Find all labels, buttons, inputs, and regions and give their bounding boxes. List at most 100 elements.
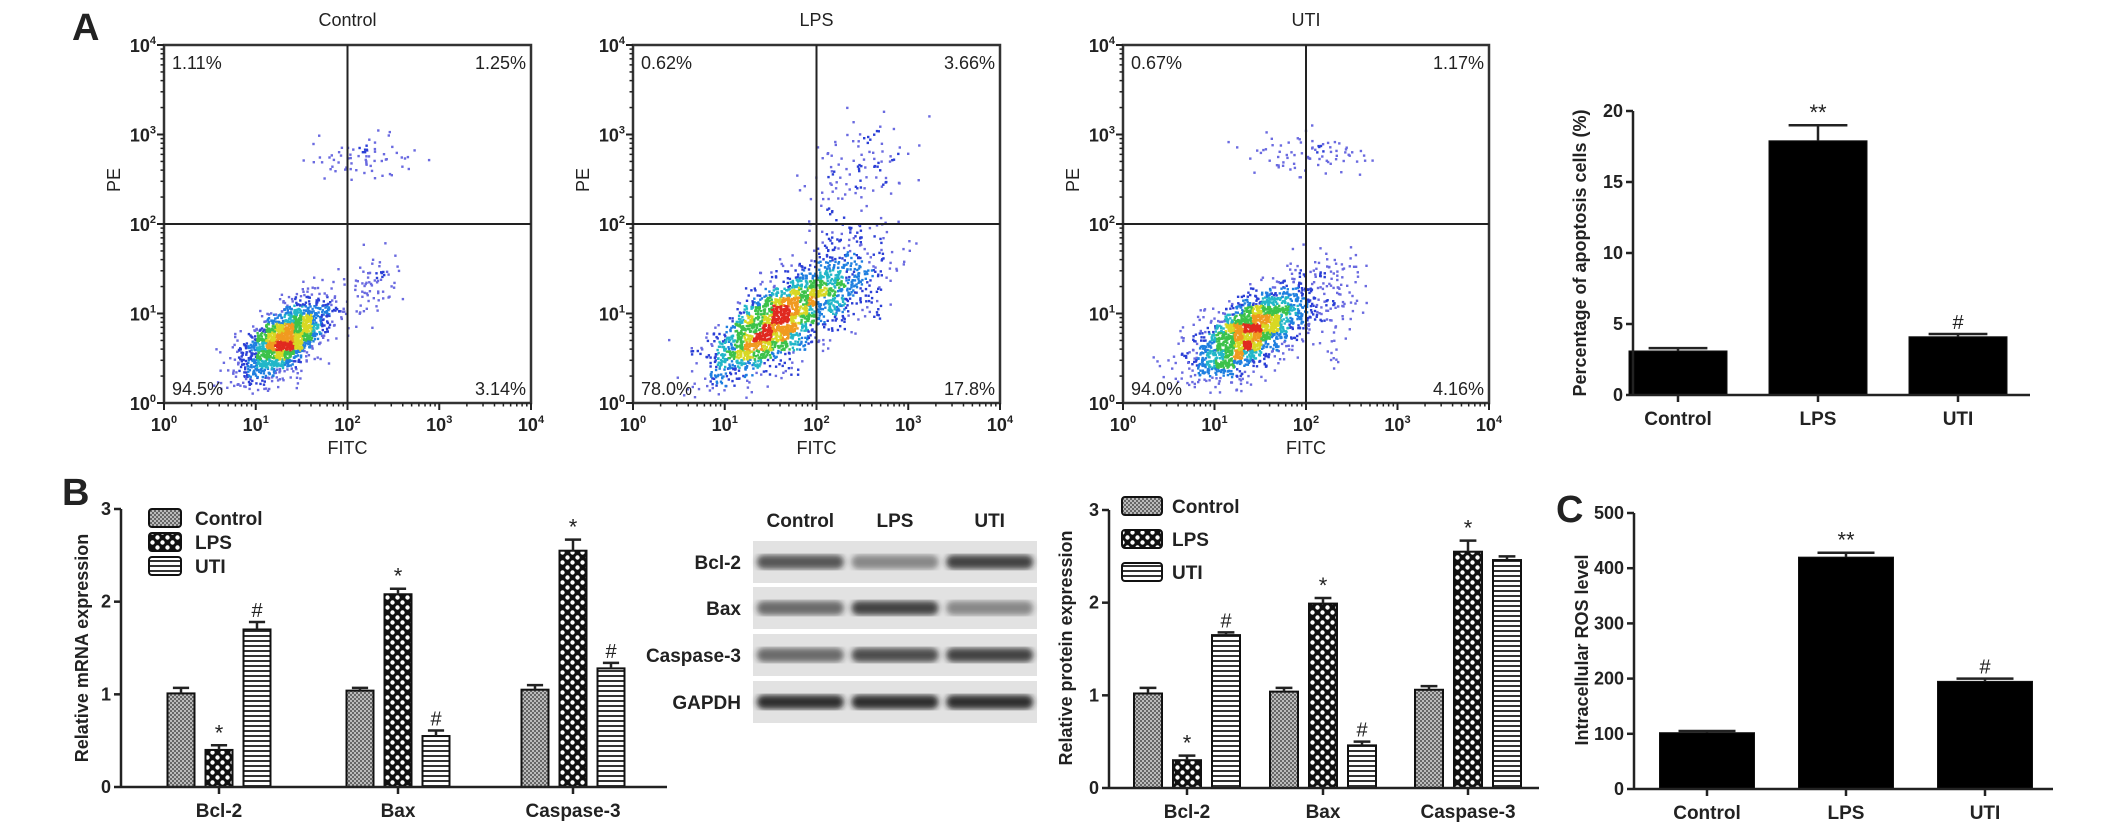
event-dot <box>803 348 806 351</box>
event-dot <box>769 318 772 321</box>
event-dot <box>266 349 269 353</box>
event-dot <box>275 376 278 379</box>
event-dot <box>262 341 266 344</box>
event-dot <box>301 332 304 335</box>
event-dot <box>843 320 846 323</box>
event-dot <box>724 365 727 369</box>
event-dot <box>765 350 768 353</box>
event-dot <box>822 293 825 297</box>
event-dot <box>714 353 718 356</box>
event-dot <box>332 158 336 162</box>
event-dot <box>747 294 750 297</box>
event-dot <box>285 329 288 332</box>
event-dot <box>1278 334 1281 337</box>
event-dot <box>764 318 768 321</box>
event-dot <box>750 338 753 341</box>
event-dot <box>786 321 789 324</box>
event-dot <box>227 369 230 372</box>
event-dot <box>261 365 264 368</box>
event-dot <box>825 246 828 249</box>
event-dot <box>771 327 774 330</box>
event-dot <box>290 319 293 322</box>
event-dot <box>761 316 764 319</box>
event-dot <box>879 169 882 172</box>
event-dot <box>315 327 318 330</box>
event-dot <box>808 220 811 223</box>
event-dot <box>271 325 275 328</box>
event-dot <box>318 342 321 346</box>
event-dot <box>321 278 324 282</box>
event-dot <box>879 237 882 241</box>
event-dot <box>895 269 899 272</box>
event-dot <box>751 335 754 338</box>
event-dot <box>752 344 756 347</box>
event-dot <box>798 337 801 341</box>
event-dot <box>818 280 822 284</box>
x-tick-label: 103 <box>895 414 921 435</box>
event-dot <box>295 319 298 323</box>
event-dot <box>229 357 232 360</box>
event-dot <box>804 279 808 283</box>
event-dot <box>1249 356 1253 360</box>
event-dot <box>759 283 762 286</box>
event-dot <box>309 326 312 329</box>
event-dot <box>1295 338 1299 342</box>
event-dot <box>239 365 243 369</box>
event-dot <box>738 337 741 340</box>
event-dot <box>278 346 281 349</box>
event-dot <box>772 289 775 292</box>
event-dot <box>261 330 265 333</box>
event-dot <box>753 318 756 321</box>
event-dot <box>732 367 735 371</box>
event-dot <box>826 319 829 322</box>
event-dot <box>286 322 289 326</box>
event-dot <box>771 315 774 318</box>
event-dot <box>395 151 398 155</box>
event-dot <box>789 343 792 346</box>
event-dot <box>280 293 284 296</box>
event-dot <box>822 303 826 306</box>
x-tick-label: 100 <box>151 414 177 435</box>
event-dot <box>823 326 826 329</box>
event-dot <box>284 326 288 329</box>
event-dot <box>832 265 836 269</box>
event-dot <box>332 280 335 284</box>
event-dot <box>1204 349 1207 352</box>
event-dot <box>247 361 250 365</box>
event-dot <box>800 287 803 290</box>
event-dot <box>1267 316 1271 319</box>
event-dot <box>748 351 751 355</box>
event-dot <box>354 288 357 292</box>
event-dot <box>822 338 825 342</box>
event-dot <box>1193 373 1197 377</box>
event-dot <box>1332 286 1335 290</box>
event-dot <box>830 242 834 245</box>
event-dot <box>253 338 257 341</box>
event-dot <box>746 354 750 357</box>
event-dot <box>857 272 861 275</box>
event-dot <box>307 354 311 357</box>
event-dot <box>273 330 277 334</box>
event-dot <box>377 291 380 295</box>
event-dot <box>322 304 325 307</box>
event-dot <box>849 293 852 296</box>
event-dot <box>365 155 368 158</box>
event-dot <box>1174 377 1177 380</box>
event-dot <box>1318 312 1321 315</box>
event-dot <box>827 309 830 312</box>
event-dot <box>268 372 271 376</box>
event-dot <box>265 358 269 361</box>
event-dot <box>731 325 735 328</box>
event-dot <box>1267 342 1270 346</box>
event-dot <box>380 271 383 274</box>
event-dot <box>288 351 291 355</box>
event-dot <box>798 189 802 192</box>
x-tick-label: 100 <box>620 414 646 435</box>
event-dot <box>867 135 870 139</box>
event-dot <box>252 373 255 376</box>
event-dot <box>831 329 834 332</box>
event-dot <box>772 358 775 362</box>
event-dot <box>777 344 780 348</box>
event-dot <box>299 315 303 319</box>
event-dot <box>779 359 782 362</box>
